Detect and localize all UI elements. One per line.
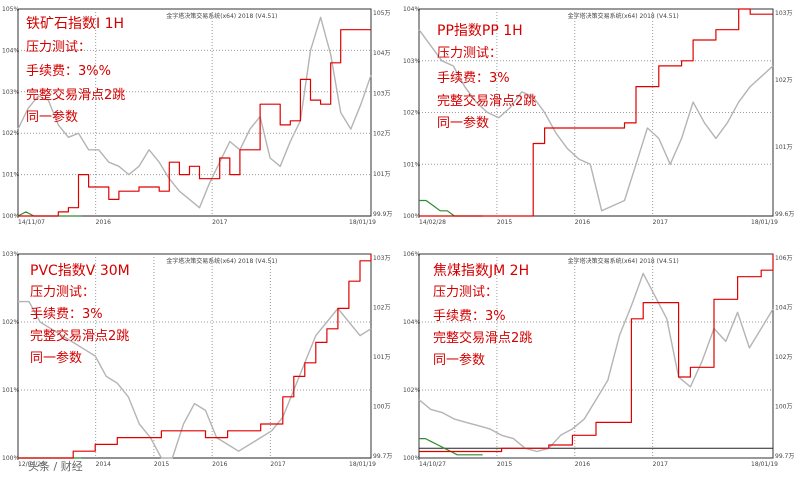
y-right-tick-label: 101万 — [775, 144, 792, 151]
y-right-tick-label: 99.9万 — [373, 211, 392, 218]
y-left-tick-label: 103% — [2, 89, 19, 96]
plot-header: 金字塔决策交易系统(x64) 2018 (V4.51) — [166, 12, 277, 20]
plot-header: 金字塔决策交易系统(x64) 2018 (V4.51) — [568, 12, 679, 20]
chart-panel-pp: 金字塔决策交易系统(x64) 2018 (V4.51) 104% 103% 102% 1… — [401, 5, 795, 230]
chart-panel-pvc: 金字塔决策交易系统(x64) 2018 (V4.51) 103% 102% 101% 1… — [0, 250, 393, 472]
y-right-tick-label: 102万 — [775, 77, 792, 84]
y-left-tick-label: 102% — [2, 130, 19, 137]
series-equity-curve — [18, 29, 371, 217]
series-price-curve — [18, 300, 372, 459]
chart-svg-pp: 金字塔决策交易系统(x64) 2018 (V4.51) 104% 103% 102% 1… — [403, 6, 794, 226]
x-tick-label: 2017 — [653, 219, 668, 226]
y-right-tick-label: 104万 — [775, 305, 792, 312]
y-right-tick-label: 99.6万 — [775, 211, 794, 218]
chart-svg-iron-ore: 金字塔决策交易系统(x64) 2018 (V4.51) 105% 104% 103% 1… — [2, 6, 392, 226]
x-tick-label: 2015 — [497, 219, 512, 226]
series-equity-curve — [419, 254, 774, 453]
watermark: 头条 / 财经 — [28, 460, 83, 473]
x-tick-label: 18/01/19 — [349, 219, 376, 226]
x-tick-label: 12/04/20 — [18, 461, 45, 468]
y-right-tick-label: 102万 — [373, 305, 390, 312]
y-left-tick-label: 104% — [2, 47, 19, 54]
x-tick-label: 2016 — [575, 219, 590, 226]
x-tick-label: 14/10/27 — [419, 461, 446, 468]
y-right-tick-label: 105万 — [373, 10, 390, 17]
x-tick-label: 2016 — [575, 461, 590, 468]
series-price-curve — [17, 16, 372, 209]
y-left-tick-label: 100% — [2, 213, 19, 220]
x-tick-label: 14/02/28 — [419, 219, 446, 226]
y-left-tick-label: 103% — [403, 58, 420, 65]
y-left-tick-label: 106% — [403, 251, 420, 258]
y-right-tick-label: 106万 — [775, 255, 792, 262]
y-right-tick-label: 102万 — [775, 354, 792, 361]
y-left-tick-label: 100% — [403, 455, 420, 462]
series-equity-curve — [18, 254, 372, 459]
y-left-tick-label: 100% — [2, 455, 19, 462]
y-left-tick-label: 101% — [2, 172, 19, 179]
y-left-tick-label: 100% — [403, 213, 420, 220]
y-right-tick-label: 100万 — [775, 404, 792, 411]
x-tick-label: 18/01/19 — [751, 461, 778, 468]
y-left-tick-label: 101% — [2, 387, 19, 394]
x-tick-label: 2015 — [154, 461, 169, 468]
y-left-tick-label: 102% — [2, 319, 19, 326]
y-left-tick-label: 101% — [403, 161, 420, 168]
chart-svg-pvc: 金字塔决策交易系统(x64) 2018 (V4.51) 103% 102% 101% 1… — [2, 251, 392, 468]
y-right-tick-label: 104万 — [373, 50, 390, 57]
x-tick-label: 18/01/19 — [349, 461, 376, 468]
y-right-tick-label: 100万 — [373, 404, 390, 411]
plot-header: 金字塔决策交易系统(x64) 2018 (V4.51) — [166, 257, 277, 265]
y-right-tick-label: 101万 — [373, 171, 390, 178]
x-tick-label: 18/01/19 — [751, 219, 778, 226]
plot-header: 金字塔决策交易系统(x64) 2018 (V4.51) — [568, 257, 679, 265]
x-tick-label: 2016 — [96, 219, 111, 226]
chart-svg-coking-coal: 金字塔决策交易系统(x64) 2018 (V4.51) 106% 104% 102% 1… — [403, 251, 794, 468]
y-left-tick-label: 105% — [2, 6, 19, 13]
x-tick-label: 14/11/07 — [18, 219, 45, 226]
y-right-tick-label: 103万 — [373, 90, 390, 97]
y-left-tick-label: 102% — [403, 110, 420, 117]
x-tick-label: 2017 — [212, 219, 227, 226]
y-right-tick-label: 101万 — [373, 354, 390, 361]
x-tick-label: 2014 — [96, 461, 111, 468]
chart-panel-coking-coal: 金字塔决策交易系统(x64) 2018 (V4.51) 106% 104% 102% 1… — [401, 250, 795, 472]
plot-frame — [17, 8, 372, 217]
y-right-tick-label: 99.7万 — [775, 453, 794, 460]
y-left-tick-label: 102% — [403, 387, 420, 394]
x-tick-label: 2015 — [497, 461, 512, 468]
y-left-tick-label: 104% — [403, 319, 420, 326]
series-price-curve — [418, 29, 774, 212]
y-left-tick-label: 103% — [2, 251, 19, 258]
x-tick-label: 2017 — [653, 461, 668, 468]
plot-frame — [17, 253, 372, 459]
y-left-tick-label: 104% — [403, 6, 420, 13]
y-right-tick-label: 103万 — [775, 10, 792, 17]
x-tick-label: 2017 — [270, 461, 285, 468]
chart-panel-iron-ore: 金字塔决策交易系统(x64) 2018 (V4.51) 105% 104% 103% 1… — [0, 5, 393, 230]
series-equity-curve — [419, 8, 773, 217]
y-right-tick-label: 102万 — [373, 131, 390, 138]
x-tick-label: 2016 — [212, 461, 227, 468]
y-right-tick-label: 99.7万 — [373, 453, 392, 460]
y-right-tick-label: 103万 — [373, 255, 390, 262]
